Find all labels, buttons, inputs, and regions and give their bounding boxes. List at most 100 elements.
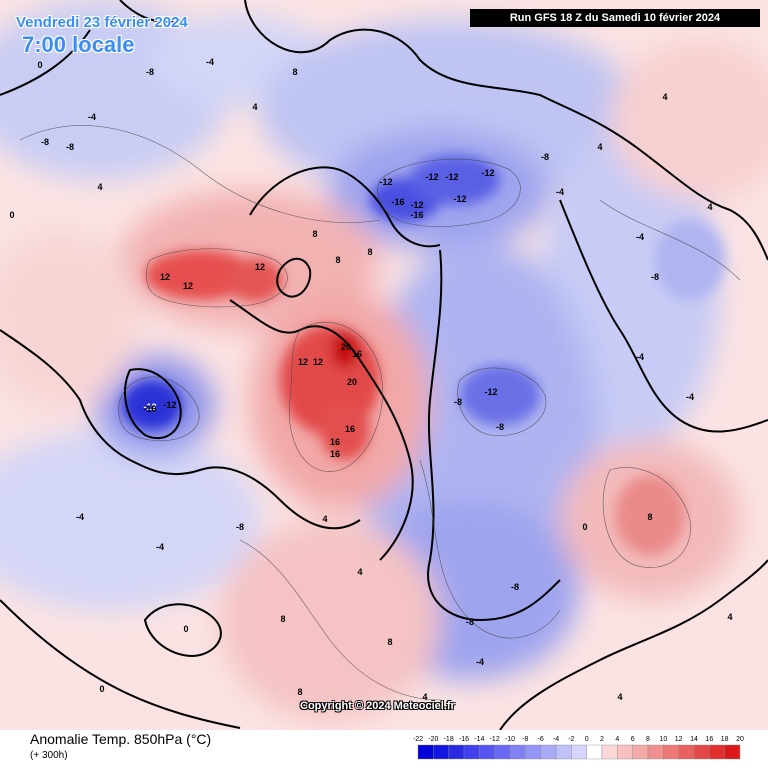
legend-tick: -4 bbox=[553, 736, 559, 743]
legend-swatch bbox=[509, 744, 526, 760]
contour-label: -4 bbox=[76, 512, 84, 522]
contour-label: 0 bbox=[37, 60, 42, 70]
legend-tick: -10 bbox=[505, 736, 515, 743]
contour-label: -4 bbox=[88, 112, 96, 122]
contour-label: 8 bbox=[647, 512, 652, 522]
contour-label: 4 bbox=[322, 514, 327, 524]
legend-tick: 12 bbox=[675, 736, 683, 743]
footer: Anomalie Temp. 850hPa (°C) (+ 300h) -22-… bbox=[0, 730, 768, 768]
legend-swatch bbox=[433, 744, 449, 760]
legend-tick: -20 bbox=[428, 736, 438, 743]
contour-label: 8 bbox=[312, 229, 317, 239]
contour-label: 20 bbox=[341, 342, 351, 352]
legend-tick: 10 bbox=[659, 736, 667, 743]
contour-label: -16 bbox=[410, 210, 423, 220]
contour-label: 4 bbox=[662, 92, 667, 102]
contour-label: 16 bbox=[330, 437, 340, 447]
contour-label: -12 bbox=[143, 402, 156, 412]
legend-swatch bbox=[417, 744, 434, 760]
contour-label: 8 bbox=[280, 614, 285, 624]
contour-label: -4 bbox=[156, 542, 164, 552]
forecast-date: Vendredi 23 février 2024 bbox=[16, 14, 188, 31]
contour-label: 16 bbox=[352, 349, 362, 359]
contour-label: 12 bbox=[313, 357, 323, 367]
contour-label: -8 bbox=[466, 617, 474, 627]
legend-swatch bbox=[448, 744, 465, 760]
contour-label: 16 bbox=[345, 424, 355, 434]
contour-label: -8 bbox=[511, 582, 519, 592]
legend-tick: 2 bbox=[600, 736, 604, 743]
contour-label: 16 bbox=[330, 449, 340, 459]
legend-swatches bbox=[417, 744, 741, 760]
legend-swatch bbox=[463, 744, 480, 760]
contour-label: -16 bbox=[391, 197, 404, 207]
legend-tick: -12 bbox=[490, 736, 500, 743]
legend-tick: 4 bbox=[615, 736, 619, 743]
contour-label: -8 bbox=[146, 67, 154, 77]
legend-swatch bbox=[525, 744, 541, 760]
legend-swatch bbox=[555, 744, 572, 760]
contour-label: 4 bbox=[617, 692, 622, 702]
copyright-text: Copyright © 2024 Meteociel.fr bbox=[300, 700, 455, 712]
contour-label: -4 bbox=[206, 57, 214, 67]
legend-tick: 6 bbox=[631, 736, 635, 743]
legend-swatch bbox=[693, 744, 710, 760]
forecast-lead-time: (+ 300h) bbox=[30, 750, 68, 761]
contour-label: -8 bbox=[236, 522, 244, 532]
legend-tick: -16 bbox=[459, 736, 469, 743]
contour-label: -8 bbox=[454, 397, 462, 407]
color-legend: -22 -20 -18 -16 -14 -12 -10 -8 -6 -4 -2 0 2 4 6 8 10 12 14… bbox=[413, 736, 744, 760]
variable-title: Anomalie Temp. 850hPa (°C) bbox=[30, 731, 212, 747]
contour-label: 12 bbox=[298, 357, 308, 367]
legend-tick: -6 bbox=[538, 736, 544, 743]
coastlines bbox=[0, 0, 768, 730]
contour-label: -12 bbox=[445, 172, 458, 182]
legend-tick: 16 bbox=[705, 736, 713, 743]
contour-label: -12 bbox=[379, 177, 392, 187]
legend-tick-labels: -22 -20 -18 -16 -14 -12 -10 -8 -6 -4 -2 0 2 4 6 8 10 12 14… bbox=[413, 736, 744, 743]
contour-label: 4 bbox=[422, 692, 427, 702]
legend-swatch bbox=[647, 744, 664, 760]
contour-label: -12 bbox=[453, 194, 466, 204]
contour-label: 20 bbox=[347, 377, 357, 387]
contour-lines bbox=[19, 125, 741, 701]
contour-label: 8 bbox=[335, 255, 340, 265]
contour-label: 4 bbox=[707, 202, 712, 212]
legend-swatch bbox=[709, 744, 725, 760]
contour-label: 0 bbox=[183, 624, 188, 634]
legend-swatch bbox=[632, 744, 649, 760]
legend-swatch bbox=[663, 744, 679, 760]
legend-swatch bbox=[617, 744, 633, 760]
run-banner: Run GFS 18 Z du Samedi 10 février 2024 bbox=[470, 9, 760, 27]
contour-label: 4 bbox=[357, 567, 362, 577]
legend-tick: 20 bbox=[736, 736, 744, 743]
contour-label: -8 bbox=[496, 422, 504, 432]
contour-label: 12 bbox=[160, 272, 170, 282]
legend-swatch bbox=[586, 744, 603, 760]
legend-swatch bbox=[494, 744, 511, 760]
contour-label: 8 bbox=[367, 247, 372, 257]
anomaly-fields bbox=[0, 0, 768, 720]
contour-label: -4 bbox=[636, 352, 644, 362]
contour-label: 4 bbox=[597, 142, 602, 152]
contour-label: 8 bbox=[387, 637, 392, 647]
contour-label: -4 bbox=[636, 232, 644, 242]
contour-label: -4 bbox=[686, 392, 694, 402]
contour-label: 12 bbox=[255, 262, 265, 272]
contour-label: -16 bbox=[143, 404, 156, 414]
legend-tick: 0 bbox=[585, 736, 589, 743]
contour-label: -8 bbox=[66, 142, 74, 152]
contour-label: -12 bbox=[425, 172, 438, 182]
contour-label: -8 bbox=[651, 272, 659, 282]
legend-tick: -22 bbox=[413, 736, 423, 743]
legend-tick: 18 bbox=[721, 736, 729, 743]
contour-label: 0 bbox=[582, 522, 587, 532]
contour-label: -12 bbox=[410, 200, 423, 210]
contour-label: -4 bbox=[476, 657, 484, 667]
contour-label: -12 bbox=[163, 400, 176, 410]
contour-label: 4 bbox=[97, 182, 102, 192]
contour-label: 4 bbox=[252, 102, 257, 112]
contour-label: -4 bbox=[556, 187, 564, 197]
